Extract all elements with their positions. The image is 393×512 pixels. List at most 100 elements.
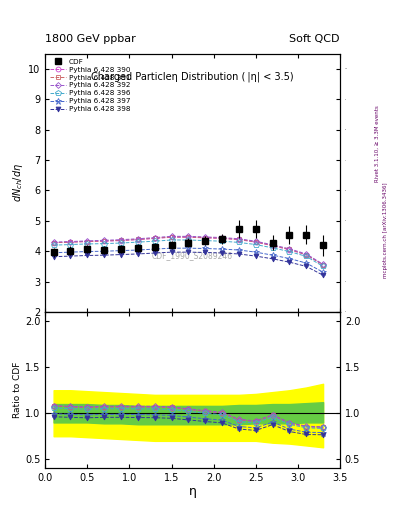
- Pythia 6.428 396: [321, 263, 325, 269]
- Pythia 6.428 396: [119, 240, 123, 246]
- Text: CDF_1990_S2089246: CDF_1990_S2089246: [152, 251, 233, 260]
- Pythia 6.428 398: [136, 251, 140, 257]
- Pythia 6.428 390: [321, 262, 325, 268]
- Pythia 6.428 392: [136, 236, 140, 242]
- Pythia 6.428 391: [270, 242, 275, 248]
- Pythia 6.428 398: [152, 250, 157, 256]
- Pythia 6.428 392: [304, 251, 309, 257]
- Pythia 6.428 392: [51, 239, 56, 245]
- Pythia 6.428 391: [51, 240, 56, 246]
- Pythia 6.428 390: [287, 247, 292, 253]
- Line: Pythia 6.428 390: Pythia 6.428 390: [51, 235, 325, 267]
- Pythia 6.428 390: [119, 238, 123, 244]
- Pythia 6.428 392: [287, 246, 292, 252]
- Pythia 6.428 396: [253, 242, 258, 248]
- Pythia 6.428 397: [85, 248, 90, 254]
- Pythia 6.428 391: [203, 234, 208, 241]
- Pythia 6.428 398: [51, 253, 56, 260]
- Line: Pythia 6.428 398: Pythia 6.428 398: [51, 250, 325, 278]
- Pythia 6.428 391: [85, 239, 90, 245]
- Pythia 6.428 390: [136, 237, 140, 243]
- Text: Soft QCD: Soft QCD: [290, 33, 340, 44]
- Pythia 6.428 397: [68, 249, 73, 255]
- Pythia 6.428 396: [85, 241, 90, 247]
- Pythia 6.428 398: [203, 249, 208, 255]
- Pythia 6.428 397: [304, 260, 309, 266]
- Pythia 6.428 392: [203, 234, 208, 240]
- Pythia 6.428 391: [287, 246, 292, 252]
- Pythia 6.428 396: [304, 253, 309, 260]
- Text: Charged Particleη Distribution ( |η| < 3.5): Charged Particleη Distribution ( |η| < 3…: [91, 72, 294, 82]
- Pythia 6.428 397: [287, 255, 292, 262]
- Pythia 6.428 397: [321, 269, 325, 275]
- Pythia 6.428 390: [220, 236, 224, 242]
- Pythia 6.428 391: [68, 239, 73, 245]
- Pythia 6.428 392: [169, 233, 174, 240]
- Text: 1800 GeV ppbar: 1800 GeV ppbar: [45, 33, 136, 44]
- Line: Pythia 6.428 391: Pythia 6.428 391: [51, 234, 325, 267]
- Pythia 6.428 391: [220, 235, 224, 241]
- Pythia 6.428 392: [102, 237, 107, 243]
- Pythia 6.428 391: [186, 234, 191, 240]
- Pythia 6.428 396: [186, 237, 191, 243]
- Pythia 6.428 392: [85, 238, 90, 244]
- Pythia 6.428 397: [152, 246, 157, 252]
- Pythia 6.428 397: [203, 245, 208, 251]
- Pythia 6.428 397: [102, 248, 107, 254]
- Pythia 6.428 398: [102, 252, 107, 258]
- Pythia 6.428 398: [253, 253, 258, 259]
- Pythia 6.428 398: [287, 259, 292, 265]
- Pythia 6.428 396: [287, 248, 292, 254]
- Pythia 6.428 391: [152, 235, 157, 241]
- Pythia 6.428 397: [253, 249, 258, 255]
- Pythia 6.428 396: [203, 238, 208, 244]
- Pythia 6.428 390: [237, 237, 241, 243]
- Pythia 6.428 390: [51, 240, 56, 246]
- Pythia 6.428 390: [270, 243, 275, 249]
- Pythia 6.428 391: [304, 251, 309, 258]
- Pythia 6.428 398: [85, 252, 90, 259]
- Pythia 6.428 398: [186, 249, 191, 255]
- Pythia 6.428 390: [203, 235, 208, 241]
- Y-axis label: $dN_{ch}/d\eta$: $dN_{ch}/d\eta$: [11, 163, 25, 202]
- Pythia 6.428 397: [136, 247, 140, 253]
- Pythia 6.428 390: [68, 239, 73, 245]
- Text: mcplots.cern.ch [arXiv:1306.3436]: mcplots.cern.ch [arXiv:1306.3436]: [384, 183, 388, 278]
- Pythia 6.428 390: [186, 234, 191, 240]
- Pythia 6.428 392: [119, 237, 123, 243]
- Pythia 6.428 391: [253, 239, 258, 245]
- Pythia 6.428 392: [152, 234, 157, 241]
- X-axis label: η: η: [189, 485, 196, 498]
- Pythia 6.428 396: [169, 237, 174, 243]
- Pythia 6.428 398: [169, 249, 174, 255]
- Pythia 6.428 391: [237, 237, 241, 243]
- Pythia 6.428 392: [237, 236, 241, 242]
- Pythia 6.428 397: [51, 250, 56, 256]
- Pythia 6.428 392: [253, 238, 258, 244]
- Pythia 6.428 392: [270, 242, 275, 248]
- Pythia 6.428 398: [237, 251, 241, 257]
- Text: Rivet 3.1.10, ≥ 3.3M events: Rivet 3.1.10, ≥ 3.3M events: [375, 105, 380, 182]
- Pythia 6.428 392: [220, 234, 224, 241]
- Pythia 6.428 391: [136, 237, 140, 243]
- Pythia 6.428 396: [136, 239, 140, 245]
- Pythia 6.428 396: [270, 245, 275, 251]
- Pythia 6.428 391: [119, 237, 123, 243]
- Pythia 6.428 390: [102, 238, 107, 244]
- Pythia 6.428 398: [119, 251, 123, 258]
- Line: Pythia 6.428 396: Pythia 6.428 396: [51, 237, 326, 269]
- Pythia 6.428 390: [253, 239, 258, 245]
- Pythia 6.428 398: [304, 263, 309, 269]
- Pythia 6.428 391: [102, 238, 107, 244]
- Pythia 6.428 392: [321, 261, 325, 267]
- Pythia 6.428 397: [119, 247, 123, 253]
- Pythia 6.428 396: [237, 239, 241, 245]
- Pythia 6.428 391: [169, 234, 174, 240]
- Pythia 6.428 398: [68, 253, 73, 259]
- Pythia 6.428 397: [169, 245, 174, 251]
- Pythia 6.428 398: [270, 256, 275, 262]
- Pythia 6.428 396: [152, 238, 157, 244]
- Pythia 6.428 396: [68, 242, 73, 248]
- Pythia 6.428 396: [51, 242, 56, 248]
- Line: Pythia 6.428 397: Pythia 6.428 397: [50, 245, 327, 275]
